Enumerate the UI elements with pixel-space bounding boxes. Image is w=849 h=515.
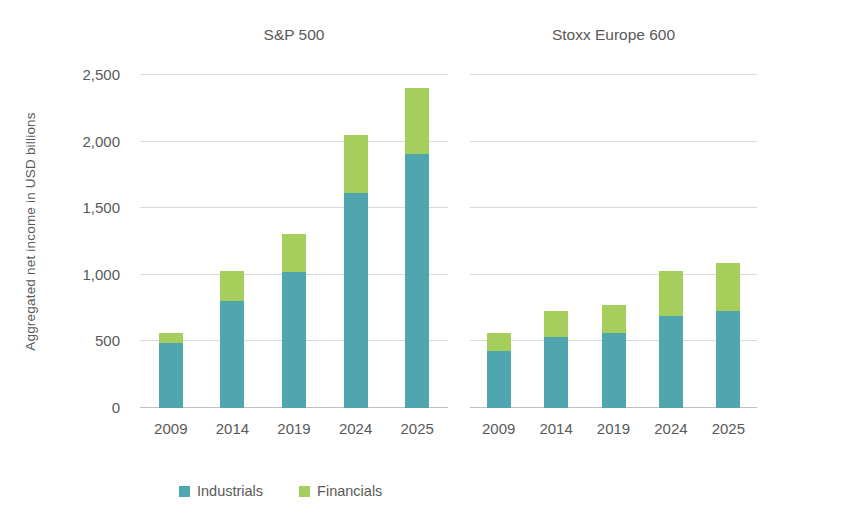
bar-segment-financials xyxy=(659,271,683,316)
x-tick-label: 2009 xyxy=(470,420,527,437)
bar-segment-industrials xyxy=(602,333,626,408)
y-tick-label: 0 xyxy=(50,399,120,417)
bar-segment-industrials xyxy=(716,311,740,408)
panel-title-stoxx600: Stoxx Europe 600 xyxy=(470,26,757,44)
x-tick-label: 2025 xyxy=(386,420,448,437)
panel-title-sp500: S&P 500 xyxy=(140,26,448,44)
bar-segment-financials xyxy=(282,234,306,273)
stacked-bar-2025 xyxy=(405,88,429,408)
bar-segment-financials xyxy=(487,333,511,351)
legend-label-financials: Financials xyxy=(317,483,382,499)
bar-segment-financials xyxy=(405,88,429,154)
bar-segment-financials xyxy=(159,333,183,342)
bar-slot-2009 xyxy=(470,75,527,408)
x-tick-label: 2025 xyxy=(700,420,757,437)
bar-segment-industrials xyxy=(487,351,511,408)
bar-segment-industrials xyxy=(159,343,183,408)
legend-label-industrials: Industrials xyxy=(197,483,263,499)
y-tick-label: 500 xyxy=(50,332,120,350)
financials-swatch-icon xyxy=(299,486,310,497)
legend: Industrials Financials xyxy=(179,483,382,499)
x-axis-labels-stoxx600: 20092014201920242025 xyxy=(470,420,757,437)
x-tick-label: 2024 xyxy=(325,420,387,437)
x-axis-labels-sp500: 20092014201920242025 xyxy=(140,420,448,437)
bar-slot-2024 xyxy=(325,75,387,408)
y-tick-label: 2,000 xyxy=(50,133,120,151)
stacked-bar-2024 xyxy=(344,135,368,408)
bar-segment-financials xyxy=(220,271,244,302)
stacked-bar-2009 xyxy=(159,333,183,408)
stacked-bar-chart-figure: Aggregated net income in USD billions 0 5… xyxy=(0,0,849,515)
bar-slot-2014 xyxy=(202,75,264,408)
bar-segment-industrials xyxy=(282,272,306,408)
stacked-bar-2024 xyxy=(659,271,683,408)
plot-area-sp500 xyxy=(140,75,448,408)
bar-segment-industrials xyxy=(344,193,368,408)
stacked-bar-2019 xyxy=(282,234,306,408)
bar-slot-2009 xyxy=(140,75,202,408)
x-tick-label: 2014 xyxy=(202,420,264,437)
bar-segment-financials xyxy=(344,135,368,193)
stacked-bar-2014 xyxy=(220,271,244,408)
stacked-bar-2019 xyxy=(602,305,626,408)
y-tick-label: 1,500 xyxy=(50,199,120,217)
bar-slots xyxy=(470,75,757,408)
x-tick-label: 2019 xyxy=(585,420,642,437)
bar-segment-industrials xyxy=(220,301,244,408)
industrials-swatch-icon xyxy=(179,486,190,497)
y-axis-tick-labels: 0 500 1,000 1,500 2,000 2,500 xyxy=(50,0,120,430)
bar-segment-industrials xyxy=(405,154,429,408)
plot-area-stoxx600 xyxy=(470,75,757,408)
legend-item-industrials: Industrials xyxy=(179,483,263,499)
bar-segment-industrials xyxy=(659,316,683,408)
bar-segment-financials xyxy=(716,263,740,311)
x-tick-label: 2024 xyxy=(642,420,699,437)
bar-slot-2024 xyxy=(642,75,699,408)
y-axis-title: Aggregated net income in USD billions xyxy=(23,51,38,413)
y-tick-label: 1,000 xyxy=(50,266,120,284)
bar-segment-financials xyxy=(602,305,626,332)
panel-sp500: S&P 500 20092014201920242025 xyxy=(140,75,448,408)
stacked-bar-2014 xyxy=(544,311,568,408)
bar-slot-2019 xyxy=(263,75,325,408)
stacked-bar-2025 xyxy=(716,263,740,408)
y-tick-label: 2,500 xyxy=(50,66,120,84)
stacked-bar-2009 xyxy=(487,333,511,408)
bar-slot-2025 xyxy=(700,75,757,408)
bar-segment-financials xyxy=(544,311,568,337)
bar-slot-2019 xyxy=(585,75,642,408)
bar-slots xyxy=(140,75,448,408)
legend-item-financials: Financials xyxy=(299,483,382,499)
x-tick-label: 2009 xyxy=(140,420,202,437)
panel-stoxx600: Stoxx Europe 600 20092014201920242025 xyxy=(470,75,757,408)
x-tick-label: 2019 xyxy=(263,420,325,437)
x-tick-label: 2014 xyxy=(527,420,584,437)
bar-slot-2014 xyxy=(527,75,584,408)
bar-slot-2025 xyxy=(386,75,448,408)
bar-segment-industrials xyxy=(544,337,568,408)
